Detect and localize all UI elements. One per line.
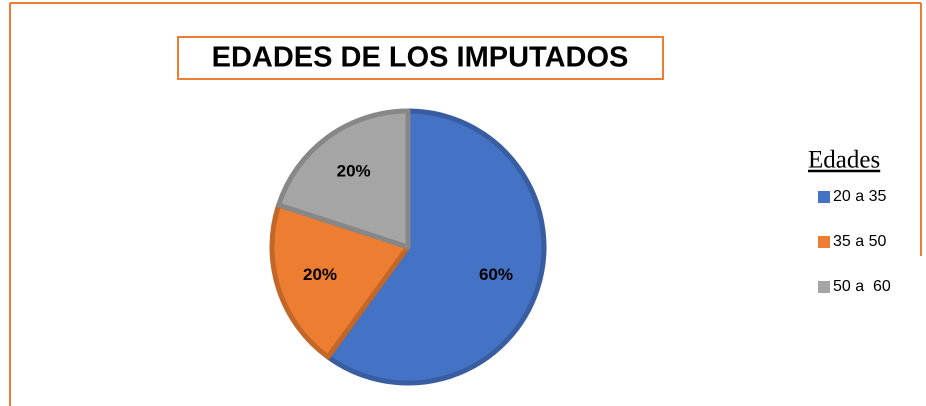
pie-slice (325, 108, 547, 386)
chart-title: EDADES DE LOS IMPUTADOS (212, 42, 629, 74)
legend-label: 50 a 60 (833, 278, 891, 295)
legend-swatch (818, 281, 830, 293)
data-label: 20% (303, 265, 337, 284)
pie-slice (276, 108, 411, 250)
title-box (177, 36, 664, 80)
legend-label: 20 a 35 (833, 188, 886, 205)
data-label: 20% (337, 162, 371, 181)
legend-title: Edades (808, 147, 880, 174)
data-label: 60% (479, 265, 513, 284)
legend-swatch (818, 191, 830, 203)
legend-swatch (818, 236, 830, 248)
legend-label: 35 a 50 (833, 233, 886, 250)
pie-slice (269, 202, 411, 360)
